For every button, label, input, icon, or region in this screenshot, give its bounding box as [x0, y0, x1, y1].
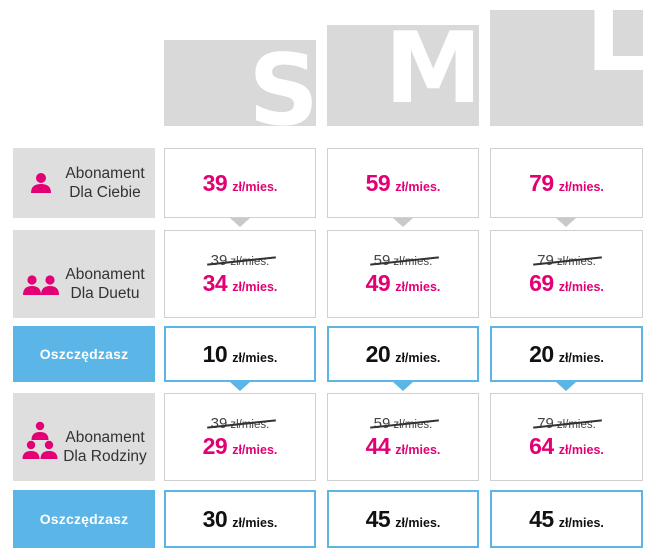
row-label-dla-duetu: Abonament Dla Duetu — [13, 230, 155, 318]
two-people-icon — [23, 275, 59, 295]
old-price: 59 zł/mies. — [369, 415, 439, 432]
price-cell-rodzina-s: 39 zł/mies. 29 zł/mies. — [164, 393, 316, 481]
savings-cell-rodzina-s: 30 zł/mies. — [164, 490, 316, 548]
row-label-text: Abonament Dla Ciebie — [65, 165, 145, 201]
arrow-down-icon — [556, 382, 576, 391]
price-cell-duet-l: 79 zł/mies. 69 zł/mies. — [490, 230, 643, 318]
savings-cell-rodzina-m: 45 zł/mies. — [327, 490, 479, 548]
arrow-down-icon — [393, 382, 413, 391]
savings-cell-rodzina-l: 45 zł/mies. — [490, 490, 643, 548]
plan-letter-l: L — [585, 10, 643, 94]
arrow-down-icon — [556, 218, 576, 227]
savings-cell-duet-l: 20 zł/mies. — [490, 326, 643, 382]
savings-label-rodzina: Oszczędzasz — [13, 490, 155, 548]
old-price: 59 zł/mies. — [369, 252, 439, 269]
price-cell-ciebie-s: 39 zł/mies. — [164, 148, 316, 218]
arrow-down-icon — [230, 382, 250, 391]
row-label-text: Abonament Dla Duetu — [65, 266, 145, 302]
price-cell-duet-s: 39 zł/mies. 34 zł/mies. — [164, 230, 316, 318]
row-label-text: Abonament Dla Rodziny — [63, 429, 147, 465]
arrow-down-icon — [230, 218, 250, 227]
plan-header-l: L — [490, 10, 643, 126]
price-cell-rodzina-l: 79 zł/mies. 64 zł/mies. — [490, 393, 643, 481]
savings-cell-duet-m: 20 zł/mies. — [327, 326, 479, 382]
plan-letter-m: M — [384, 25, 479, 126]
price-cell-duet-m: 59 zł/mies. 49 zł/mies. — [327, 230, 479, 318]
plan-header-m: M — [327, 25, 479, 126]
plan-letter-s: S — [248, 40, 316, 126]
price-cell-rodzina-m: 59 zł/mies. 44 zł/mies. — [327, 393, 479, 481]
old-price: 79 zł/mies. — [533, 415, 602, 432]
price-cell-ciebie-m: 59 zł/mies. — [327, 148, 479, 218]
family-icon — [22, 421, 58, 459]
old-price: 39 zł/mies. — [206, 252, 276, 269]
old-price: 39 zł/mies. — [206, 415, 276, 432]
old-price: 79 zł/mies. — [533, 252, 602, 269]
price-cell-ciebie-l: 79 zł/mies. — [490, 148, 643, 218]
arrow-down-icon — [393, 218, 413, 227]
single-person-icon — [31, 173, 51, 193]
row-label-dla-ciebie: Abonament Dla Ciebie — [13, 148, 155, 218]
row-label-dla-rodziny: Abonament Dla Rodziny — [13, 393, 155, 481]
plan-header-s: S — [164, 40, 316, 126]
savings-label-duet: Oszczędzasz — [13, 326, 155, 382]
savings-cell-duet-s: 10 zł/mies. — [164, 326, 316, 382]
